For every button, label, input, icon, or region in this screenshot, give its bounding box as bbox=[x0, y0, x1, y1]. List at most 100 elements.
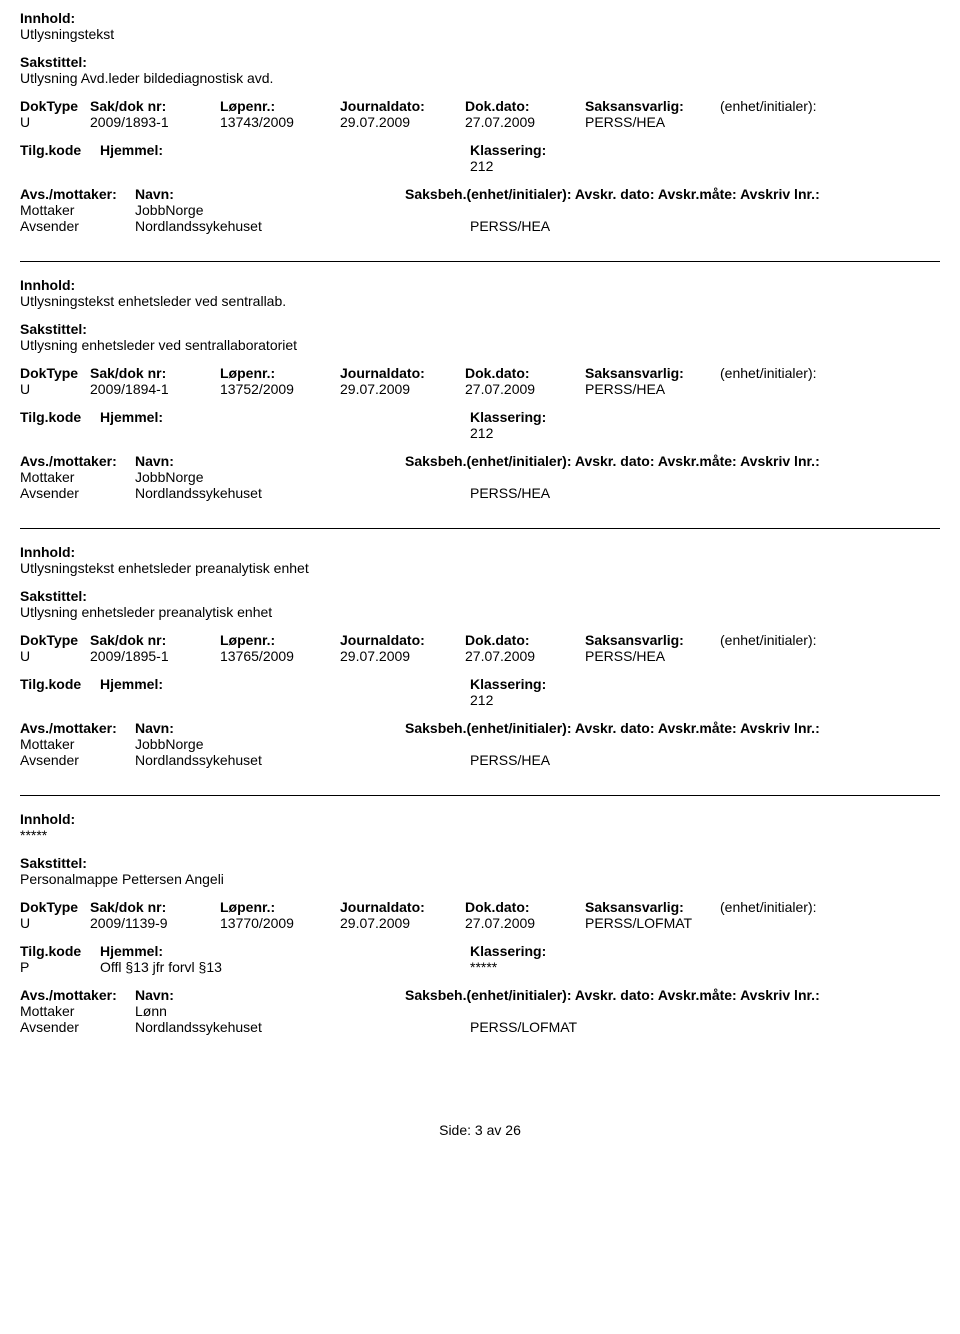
party-code bbox=[470, 469, 670, 485]
tilgkode-value bbox=[20, 425, 100, 441]
saksansvarlig-label: Saksansvarlig: bbox=[585, 98, 720, 114]
journal-entry: Innhold: ***** Sakstittel: Personalmappe… bbox=[20, 811, 940, 1062]
lopenr-value: 13752/2009 bbox=[220, 381, 340, 397]
party-code bbox=[470, 736, 670, 752]
innhold-value: Utlysningstekst enhetsleder ved sentrall… bbox=[20, 293, 940, 309]
klassering-value: ***** bbox=[470, 959, 670, 975]
footer-total: 26 bbox=[505, 1122, 521, 1138]
navn-label: Navn: bbox=[135, 453, 405, 469]
dokdato-label: Dok.dato: bbox=[465, 98, 585, 114]
party-code bbox=[470, 202, 670, 218]
journaldato-label: Journaldato: bbox=[340, 899, 465, 915]
hjemmel-label: Hjemmel: bbox=[100, 142, 470, 158]
tilgkode-label: Tilg.kode bbox=[20, 142, 100, 158]
avsmottaker-label: Avs./mottaker: bbox=[20, 720, 135, 736]
avsmottaker-label: Avs./mottaker: bbox=[20, 453, 135, 469]
sakstittel-value: Utlysning enhetsleder ved sentrallaborat… bbox=[20, 337, 940, 353]
doktype-value: U bbox=[20, 915, 90, 931]
journaldato-label: Journaldato: bbox=[340, 632, 465, 648]
enhet-label: (enhet/initialer): bbox=[720, 632, 870, 648]
sakdok-value: 2009/1894-1 bbox=[90, 381, 220, 397]
party-code: PERSS/LOFMAT bbox=[470, 1019, 670, 1035]
innhold-label: Innhold: bbox=[20, 811, 940, 827]
footer-side-label: Side: bbox=[439, 1122, 471, 1138]
party-role: Avsender bbox=[20, 485, 135, 501]
saksansvarlig-label: Saksansvarlig: bbox=[585, 365, 720, 381]
hjemmel-value: Offl §13 jfr forvl §13 bbox=[100, 959, 470, 975]
enhet-value bbox=[720, 114, 870, 130]
hjemmel-label: Hjemmel: bbox=[100, 676, 470, 692]
party-name: Nordlandssykehuset bbox=[135, 1019, 470, 1035]
enhet-label: (enhet/initialer): bbox=[720, 98, 870, 114]
party-name: JobbNorge bbox=[135, 202, 470, 218]
saksansvarlig-value: PERSS/HEA bbox=[585, 114, 720, 130]
enhet-value bbox=[720, 381, 870, 397]
sakstittel-label: Sakstittel: bbox=[20, 588, 940, 604]
tilgkode-label: Tilg.kode bbox=[20, 409, 100, 425]
tilgkode-value bbox=[20, 158, 100, 174]
hjemmel-value bbox=[100, 692, 470, 708]
party-name: Nordlandssykehuset bbox=[135, 752, 470, 768]
journaldato-value: 29.07.2009 bbox=[340, 915, 465, 931]
tilgkode-label: Tilg.kode bbox=[20, 943, 100, 959]
lopenr-label: Løpenr.: bbox=[220, 98, 340, 114]
sakstittel-value: Utlysning enhetsleder preanalytisk enhet bbox=[20, 604, 940, 620]
journaldato-value: 29.07.2009 bbox=[340, 381, 465, 397]
saksansvarlig-value: PERSS/HEA bbox=[585, 381, 720, 397]
sakstittel-label: Sakstittel: bbox=[20, 321, 940, 337]
klassering-value: 212 bbox=[470, 692, 670, 708]
saksansvarlig-value: PERSS/HEA bbox=[585, 648, 720, 664]
hjemmel-label: Hjemmel: bbox=[100, 409, 470, 425]
party-role: Mottaker bbox=[20, 736, 135, 752]
lopenr-label: Løpenr.: bbox=[220, 899, 340, 915]
innhold-label: Innhold: bbox=[20, 544, 940, 560]
sakstittel-value: Personalmappe Pettersen Angeli bbox=[20, 871, 940, 887]
saksansvarlig-value: PERSS/LOFMAT bbox=[585, 915, 720, 931]
klassering-value: 212 bbox=[470, 425, 670, 441]
doktype-label: DokType bbox=[20, 899, 90, 915]
saksbeh-label: Saksbeh.(enhet/initialer): Avskr. dato: … bbox=[405, 186, 820, 202]
party-role: Mottaker bbox=[20, 1003, 135, 1019]
sakdok-value: 2009/1139-9 bbox=[90, 915, 220, 931]
navn-label: Navn: bbox=[135, 987, 405, 1003]
dokdato-label: Dok.dato: bbox=[465, 899, 585, 915]
tilgkode-value: P bbox=[20, 959, 100, 975]
page-footer: Side: 3 av 26 bbox=[20, 1122, 940, 1138]
party-code: PERSS/HEA bbox=[470, 752, 670, 768]
innhold-value: ***** bbox=[20, 827, 940, 843]
footer-page: 3 bbox=[475, 1122, 483, 1138]
avsmottaker-label: Avs./mottaker: bbox=[20, 987, 135, 1003]
sakdok-value: 2009/1895-1 bbox=[90, 648, 220, 664]
lopenr-label: Løpenr.: bbox=[220, 632, 340, 648]
navn-label: Navn: bbox=[135, 720, 405, 736]
avsmottaker-label: Avs./mottaker: bbox=[20, 186, 135, 202]
innhold-value: Utlysningstekst enhetsleder preanalytisk… bbox=[20, 560, 940, 576]
lopenr-label: Løpenr.: bbox=[220, 365, 340, 381]
hjemmel-value bbox=[100, 158, 470, 174]
hjemmel-label: Hjemmel: bbox=[100, 943, 470, 959]
journaldato-value: 29.07.2009 bbox=[340, 114, 465, 130]
saksbeh-label: Saksbeh.(enhet/initialer): Avskr. dato: … bbox=[405, 720, 820, 736]
party-role: Mottaker bbox=[20, 202, 135, 218]
hjemmel-value bbox=[100, 425, 470, 441]
sakdok-value: 2009/1893-1 bbox=[90, 114, 220, 130]
doktype-label: DokType bbox=[20, 365, 90, 381]
tilgkode-value bbox=[20, 692, 100, 708]
journaldato-label: Journaldato: bbox=[340, 98, 465, 114]
klassering-label: Klassering: bbox=[470, 142, 670, 158]
enhet-label: (enhet/initialer): bbox=[720, 899, 870, 915]
lopenr-value: 13765/2009 bbox=[220, 648, 340, 664]
party-code: PERSS/HEA bbox=[470, 485, 670, 501]
klassering-label: Klassering: bbox=[470, 409, 670, 425]
party-name: Lønn bbox=[135, 1003, 470, 1019]
klassering-value: 212 bbox=[470, 158, 670, 174]
footer-av: av bbox=[487, 1122, 502, 1138]
enhet-label: (enhet/initialer): bbox=[720, 365, 870, 381]
dokdato-label: Dok.dato: bbox=[465, 632, 585, 648]
klassering-label: Klassering: bbox=[470, 676, 670, 692]
dokdato-value: 27.07.2009 bbox=[465, 114, 585, 130]
sakdok-label: Sak/dok nr: bbox=[90, 365, 220, 381]
klassering-label: Klassering: bbox=[470, 943, 670, 959]
journaldato-value: 29.07.2009 bbox=[340, 648, 465, 664]
innhold-value: Utlysningstekst bbox=[20, 26, 940, 42]
